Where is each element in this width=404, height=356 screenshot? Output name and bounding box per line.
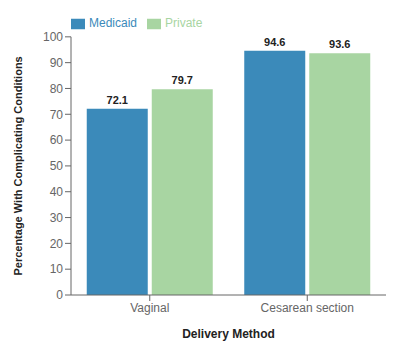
- svg-text:80: 80: [50, 82, 64, 96]
- svg-text:94.6: 94.6: [264, 36, 285, 48]
- svg-text:90: 90: [50, 56, 64, 70]
- svg-text:50: 50: [50, 159, 64, 173]
- svg-text:60: 60: [50, 133, 64, 147]
- html-text:Medicaid: Medicaid: [89, 16, 137, 30]
- svg-text:70: 70: [50, 108, 64, 122]
- svg-text:Percentage With Complicating C: Percentage With Complicating Conditions: [12, 56, 24, 275]
- svg-text:100: 100: [43, 30, 63, 44]
- svg-text:Vaginal: Vaginal: [130, 301, 169, 315]
- svg-text:20: 20: [50, 237, 64, 251]
- svg-text:30: 30: [50, 211, 64, 225]
- svg-text:10: 10: [50, 262, 64, 276]
- svg-text:Cesarean section: Cesarean section: [261, 301, 354, 315]
- svg-text:0: 0: [56, 288, 63, 302]
- svg-text:Delivery Method: Delivery Method: [182, 327, 275, 341]
- svg-text:72.1: 72.1: [107, 94, 128, 106]
- svg-text:93.6: 93.6: [329, 38, 350, 50]
- svg-text:40: 40: [50, 185, 64, 199]
- svg-text:79.7: 79.7: [172, 74, 193, 86]
- html-text:Private: Private: [165, 16, 203, 30]
